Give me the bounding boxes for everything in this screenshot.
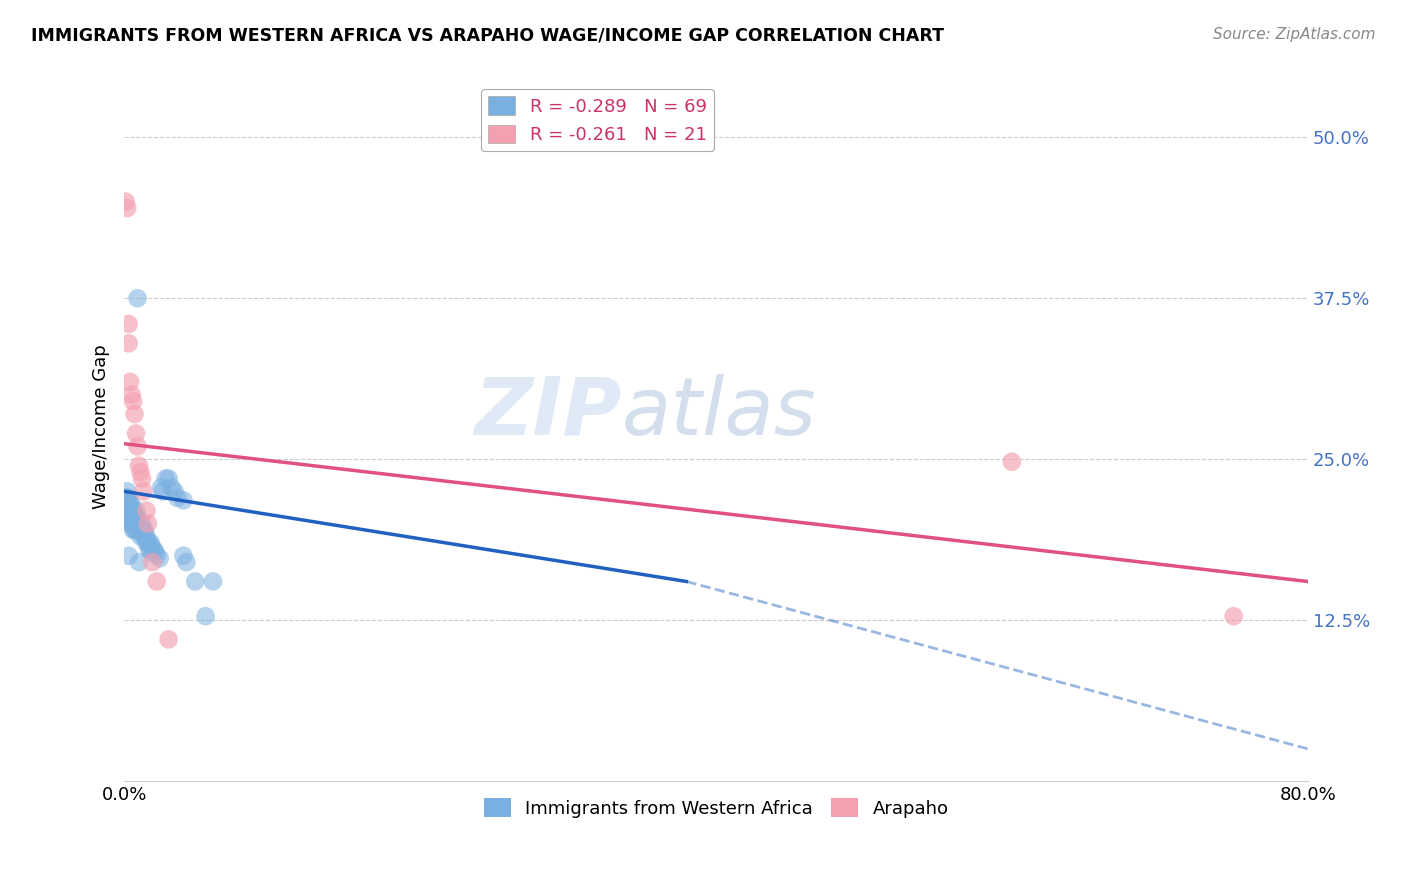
Point <box>128 516 150 531</box>
Point <box>114 497 136 511</box>
Point <box>157 632 180 647</box>
Point <box>122 394 145 409</box>
Point <box>125 523 148 537</box>
Point <box>120 510 142 524</box>
Point <box>124 516 146 531</box>
Point <box>129 465 152 479</box>
Point <box>138 542 160 557</box>
Point <box>115 491 138 505</box>
Point <box>115 484 138 499</box>
Point <box>122 523 145 537</box>
Point <box>131 516 153 531</box>
Point <box>1222 609 1244 624</box>
Point <box>121 388 143 402</box>
Point <box>129 523 152 537</box>
Point <box>141 542 163 557</box>
Point <box>145 574 167 589</box>
Point <box>131 523 153 537</box>
Point <box>118 510 141 524</box>
Point <box>128 555 150 569</box>
Point <box>125 510 148 524</box>
Point <box>163 484 186 499</box>
Point <box>127 291 149 305</box>
Text: ZIP: ZIP <box>474 374 621 452</box>
Point <box>121 503 143 517</box>
Point <box>120 516 142 531</box>
Point <box>135 503 157 517</box>
Point <box>114 491 136 505</box>
Point <box>134 523 156 537</box>
Point <box>122 510 145 524</box>
Point <box>138 536 160 550</box>
Point <box>118 503 141 517</box>
Point <box>125 426 148 441</box>
Point <box>118 497 141 511</box>
Point <box>132 529 155 543</box>
Point <box>127 516 149 531</box>
Point <box>125 503 148 517</box>
Point <box>194 609 217 624</box>
Point <box>121 497 143 511</box>
Point <box>115 497 138 511</box>
Point <box>118 491 141 505</box>
Point <box>142 542 165 557</box>
Point <box>134 529 156 543</box>
Point <box>184 574 207 589</box>
Text: atlas: atlas <box>621 374 815 452</box>
Point <box>121 510 143 524</box>
Point <box>132 484 155 499</box>
Point <box>115 503 138 517</box>
Point <box>131 471 153 485</box>
Point <box>132 523 155 537</box>
Point <box>141 555 163 569</box>
Point <box>120 375 142 389</box>
Point <box>118 317 141 331</box>
Point <box>118 549 141 563</box>
Point <box>1001 455 1024 469</box>
Point <box>150 481 173 495</box>
Y-axis label: Wage/Income Gap: Wage/Income Gap <box>93 344 110 509</box>
Point <box>160 481 183 495</box>
Point <box>120 497 142 511</box>
Point <box>152 484 174 499</box>
Point <box>128 523 150 537</box>
Point <box>118 336 141 351</box>
Point <box>124 407 146 421</box>
Point <box>139 536 162 550</box>
Point <box>120 503 142 517</box>
Point <box>129 529 152 543</box>
Point <box>136 516 159 531</box>
Point <box>128 458 150 473</box>
Point <box>139 545 162 559</box>
Point <box>124 510 146 524</box>
Legend: Immigrants from Western Africa, Arapaho: Immigrants from Western Africa, Arapaho <box>477 791 956 825</box>
Point <box>127 439 149 453</box>
Point <box>122 516 145 531</box>
Point <box>114 503 136 517</box>
Point <box>122 503 145 517</box>
Point <box>157 471 180 485</box>
Point <box>143 545 166 559</box>
Point <box>135 529 157 543</box>
Point <box>172 549 194 563</box>
Point <box>114 194 136 209</box>
Text: IMMIGRANTS FROM WESTERN AFRICA VS ARAPAHO WAGE/INCOME GAP CORRELATION CHART: IMMIGRANTS FROM WESTERN AFRICA VS ARAPAH… <box>31 27 943 45</box>
Point <box>172 493 194 508</box>
Point <box>145 549 167 563</box>
Point <box>166 491 188 505</box>
Point <box>135 536 157 550</box>
Point <box>127 510 149 524</box>
Point <box>149 551 172 566</box>
Text: Source: ZipAtlas.com: Source: ZipAtlas.com <box>1212 27 1375 42</box>
Point <box>115 201 138 215</box>
Point <box>121 516 143 531</box>
Point <box>136 536 159 550</box>
Point <box>176 555 198 569</box>
Point <box>155 471 177 485</box>
Point <box>201 574 224 589</box>
Point <box>124 523 146 537</box>
